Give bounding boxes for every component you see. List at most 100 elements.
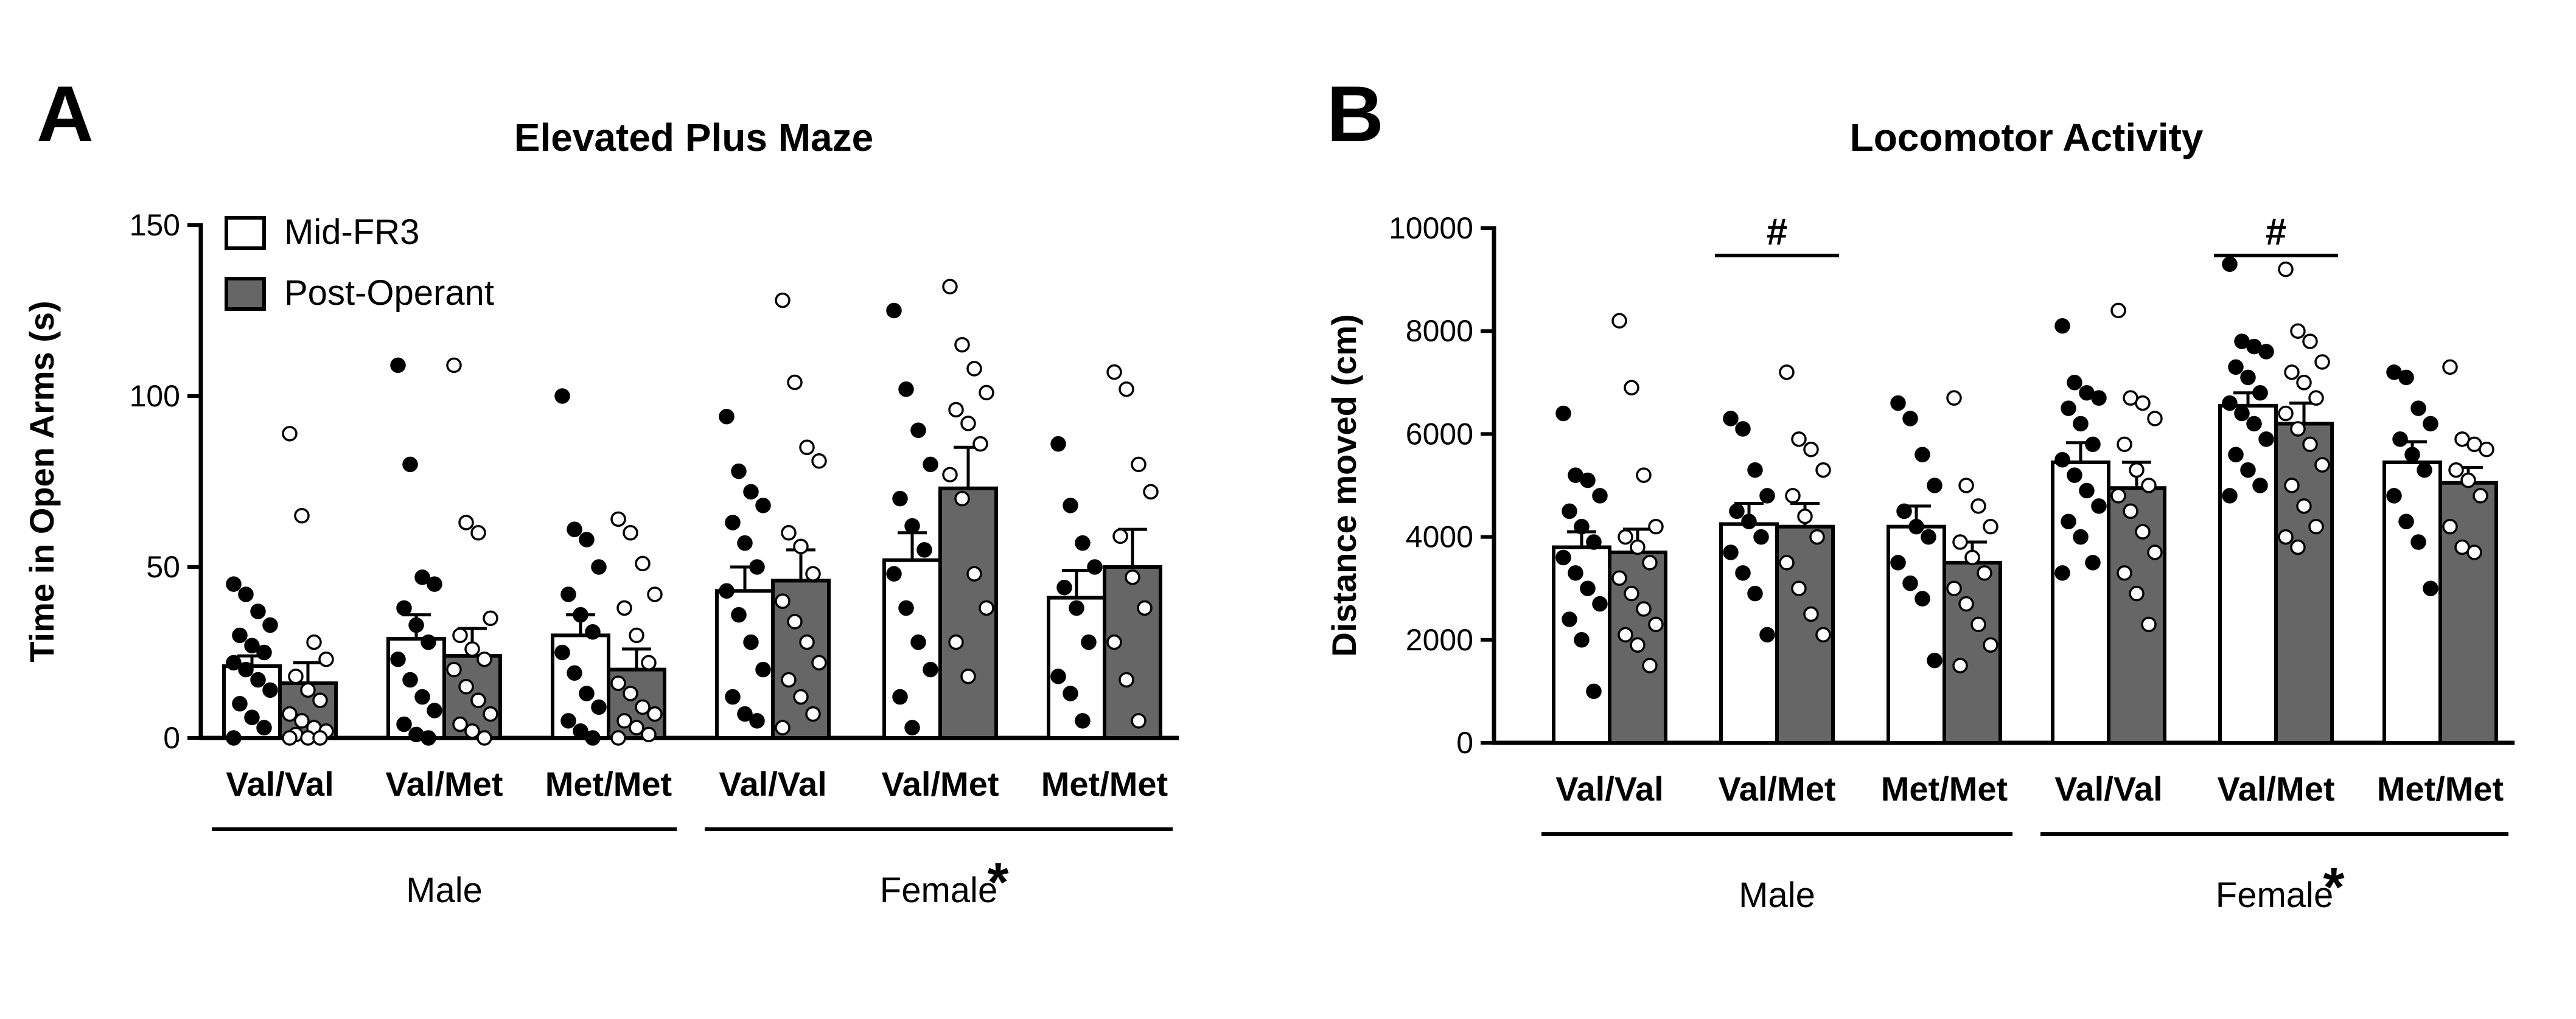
significance-label: # [1767, 211, 1787, 253]
data-point [1791, 431, 1807, 447]
data-point [1952, 658, 1968, 673]
data-point [256, 644, 272, 661]
data-point [787, 614, 803, 630]
data-point [647, 706, 663, 722]
data-point [414, 689, 430, 705]
group-label: Male [406, 871, 483, 910]
data-point [2410, 534, 2426, 550]
data-point [1131, 713, 1147, 729]
data-point [960, 669, 976, 684]
data-point [232, 627, 248, 644]
data-point [1964, 549, 1980, 566]
data-point [1648, 616, 1664, 633]
data-point [396, 600, 412, 616]
data-point [2423, 580, 2438, 596]
data-point [483, 610, 498, 627]
data-point [2398, 513, 2414, 529]
data-point [942, 279, 958, 294]
data-point [2147, 544, 2163, 560]
data-point [2296, 498, 2312, 514]
legend-swatch [225, 216, 266, 250]
data-point [421, 730, 436, 746]
data-point [1624, 585, 1639, 602]
data-point [979, 600, 994, 616]
significance-label: # [2266, 211, 2286, 253]
data-point [2110, 488, 2126, 504]
data-point [1580, 472, 1596, 489]
data-point [1927, 478, 1942, 493]
data-point [226, 655, 242, 671]
data-point [2284, 478, 2300, 493]
data-point [458, 515, 474, 530]
data-point [1630, 637, 1646, 653]
data-point [1958, 596, 1974, 612]
data-point [1143, 484, 1159, 500]
data-point [719, 408, 735, 425]
data-point [2314, 354, 2330, 370]
data-point [2302, 333, 2318, 349]
data-point [966, 361, 982, 377]
data-point [1574, 632, 1590, 648]
data-point [793, 538, 809, 555]
data-point [294, 713, 310, 729]
data-point [2054, 318, 2070, 334]
data-point [2404, 447, 2420, 462]
data-point [390, 357, 406, 374]
data-point [318, 651, 334, 667]
data-point [2258, 431, 2274, 447]
data-point [979, 384, 994, 401]
data-point [898, 600, 914, 616]
legend-label: Mid-FR3 [284, 212, 419, 252]
data-point [781, 672, 797, 688]
data-point [799, 439, 815, 456]
data-point [1815, 627, 1831, 643]
data-point [2252, 384, 2268, 401]
data-point [2386, 488, 2402, 504]
data-point [749, 559, 765, 575]
data-point [1723, 544, 1739, 560]
bar [882, 558, 942, 740]
data-point [1908, 518, 1924, 535]
data-point [1137, 600, 1153, 616]
data-point [591, 559, 607, 575]
data-point [1902, 575, 1918, 591]
data-point [282, 730, 298, 746]
data-point [2054, 451, 2070, 468]
data-point [579, 686, 595, 701]
data-point [635, 699, 651, 715]
category-label: Met/Met [1881, 770, 2008, 808]
data-point [775, 593, 791, 609]
group-label: Female [880, 871, 997, 910]
data-point [641, 726, 657, 743]
data-point [1896, 503, 1912, 520]
data-point [2061, 400, 2076, 416]
data-point [414, 569, 430, 585]
data-point [775, 720, 791, 736]
data-point [2423, 416, 2438, 432]
data-point [2278, 261, 2294, 277]
data-point [793, 689, 809, 705]
significance-star: * [988, 852, 1009, 913]
data-point [567, 665, 582, 681]
data-point [2228, 359, 2244, 375]
data-point [886, 302, 902, 319]
y-axis-label: Time in Open Arms (s) [23, 301, 61, 662]
y-tick-label: 4000 [1406, 520, 1473, 554]
data-point [2067, 375, 2082, 391]
category-label: Val/Val [1555, 770, 1664, 808]
data-point [458, 678, 474, 695]
data-point [942, 467, 958, 483]
data-point [1803, 442, 1819, 457]
data-point [623, 686, 638, 701]
y-tick-label: 0 [1456, 726, 1473, 760]
data-point [1630, 539, 1646, 555]
data-point [390, 651, 406, 667]
data-point [2135, 395, 2151, 411]
group-label: Male [1739, 875, 1815, 915]
data-point [1977, 565, 1992, 581]
panel-a-elevated-plus-maze: A Elevated Plus Maze 0 50 100 150 Time in Open… [23, 69, 1179, 913]
data-point [737, 706, 753, 722]
data-point [2308, 390, 2324, 406]
data-point [960, 416, 976, 431]
data-point [2290, 539, 2306, 555]
